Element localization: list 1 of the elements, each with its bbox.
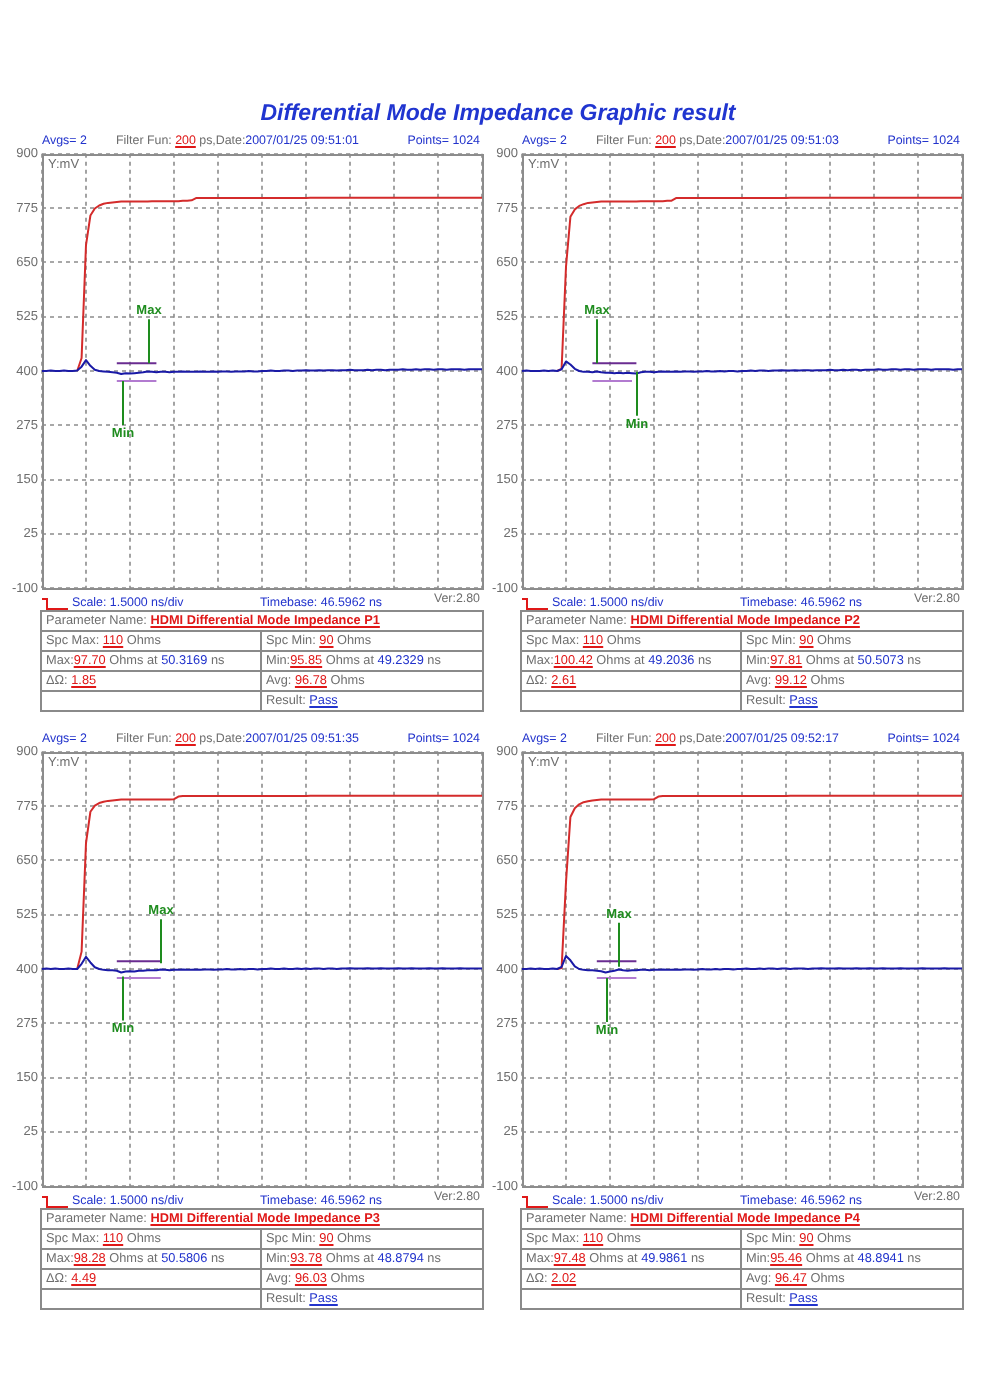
chart-title: Differential Mode Impedance Graphic result: [258, 100, 738, 128]
